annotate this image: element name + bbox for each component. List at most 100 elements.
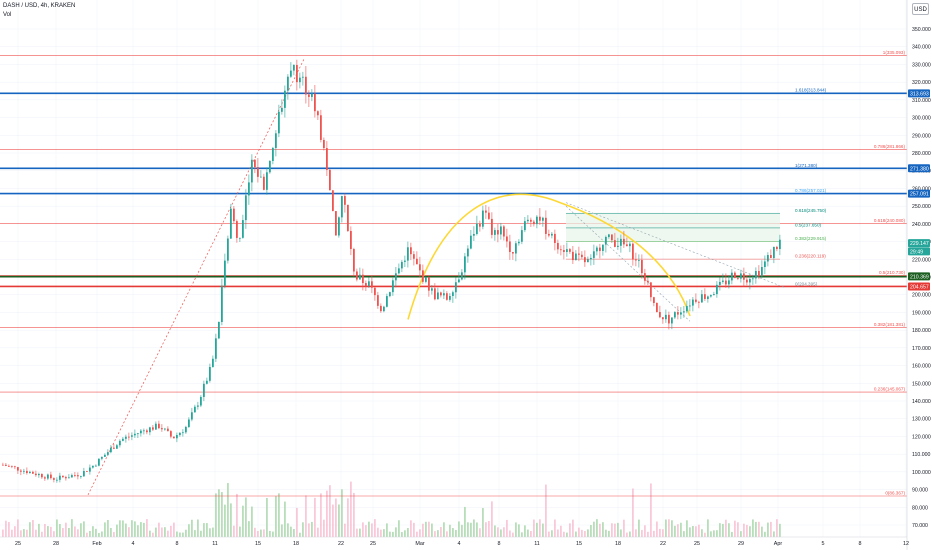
candle-body [395,273,397,281]
volume-bar [206,523,208,537]
candle-body [35,473,37,476]
candle-body [245,195,247,221]
volume-bar [56,519,58,537]
candle-body [278,111,280,134]
volume-bar [59,524,61,537]
candle-body [761,267,763,277]
candle-body [248,182,250,196]
candle-body [428,277,430,291]
volume-bar [26,529,28,537]
price-tick-label: 290.000 [912,133,931,139]
horizontal-levels: 1(335.093) 0.786(281.866) 0.618(240.080) 0.… [0,50,907,497]
currency-button[interactable]: USD [912,3,929,15]
volume-bar [524,525,526,537]
candle-body [302,76,304,78]
volume-bar [446,531,448,537]
volume-bar [11,529,13,537]
candle-body [422,270,424,282]
candle-body [350,230,352,250]
candle-body [710,295,712,297]
candle-body [230,208,232,239]
candle-body [218,321,220,339]
volume-bar [398,520,400,537]
candle-body [662,317,664,320]
volume-bar [422,523,424,537]
candle-body [29,471,31,474]
candle-body [713,294,715,296]
volume-bar [620,529,622,537]
volume-bar [752,519,754,537]
candle-body [188,419,190,427]
volume-bar [212,527,214,537]
candle-body [68,477,70,479]
candle-body [26,470,28,474]
volume-bar [629,531,631,537]
volume-bar [383,529,385,537]
volume-bar [311,521,313,537]
candle-body [254,159,256,168]
candle-body [140,430,142,434]
candle-body [734,272,736,279]
volume-bar [176,531,178,537]
candle-body [752,278,754,280]
candle-body [548,233,550,236]
price-tick-label: 260.000 [912,186,931,192]
candle-body [158,423,160,429]
time-tick-label: Mar [415,541,424,547]
volume-bar [623,519,625,537]
volume-bar [659,528,661,537]
volume-bar [596,519,598,537]
volume-bar [359,528,361,537]
candle-body [575,253,577,261]
volume-bar [707,519,709,537]
candle-body [116,445,118,449]
volume-bar [449,524,451,537]
volume-bar [710,531,712,537]
price-tag [908,247,930,256]
candle-body [743,273,745,280]
volume-bar [287,523,289,537]
time-tick-label: 8 [176,541,179,547]
volume-bar [80,523,82,537]
volume-bar [203,523,205,537]
volume-bar [413,522,415,537]
volume-bar [128,527,130,537]
volume-bar [170,525,172,537]
volume-bar [218,489,220,537]
candle-body [407,247,409,261]
candle-body [611,234,613,241]
candle-body [632,243,634,260]
volume-bar [548,531,550,537]
volume-bar [98,532,100,537]
candle-body [425,277,427,282]
candle-body [392,280,394,293]
candle-body [50,474,52,479]
volume-bar [266,498,268,537]
price-axis[interactable]: 70.000 80.000 90.000 100.000 110.000 120.000 1… [912,27,931,529]
price-tag [908,164,930,173]
volume-bar [776,519,778,537]
volume-bar [83,521,85,537]
price-tick-label: 150.000 [912,381,931,387]
volume-bar [461,524,463,537]
volume-bar [647,531,649,537]
candle-body [374,287,376,296]
volume-bar [758,521,760,537]
volume-bar [755,521,757,537]
fib-extension-label: 0.5(237.650) [795,223,822,228]
time-axis[interactable]: 25 28 Feb 4 8 11 15 18 22 25 Mar 4 8 11 15 18 22 25 29 Apr 5… [15,541,909,547]
volume-bar [215,493,217,537]
volume-bar [452,528,454,537]
volume-bar [560,525,562,537]
time-tick-label: 8 [859,541,862,547]
price-tag-label: 29:49 [910,249,923,255]
candle-body [614,240,616,247]
volume-bar [626,532,628,537]
candle-body [593,251,595,258]
time-tick-label: Apr [774,541,783,547]
candle-body [467,248,469,257]
candle-body [275,133,277,148]
volume-bar [221,492,223,537]
price-tag-label: 313.693 [910,91,929,97]
